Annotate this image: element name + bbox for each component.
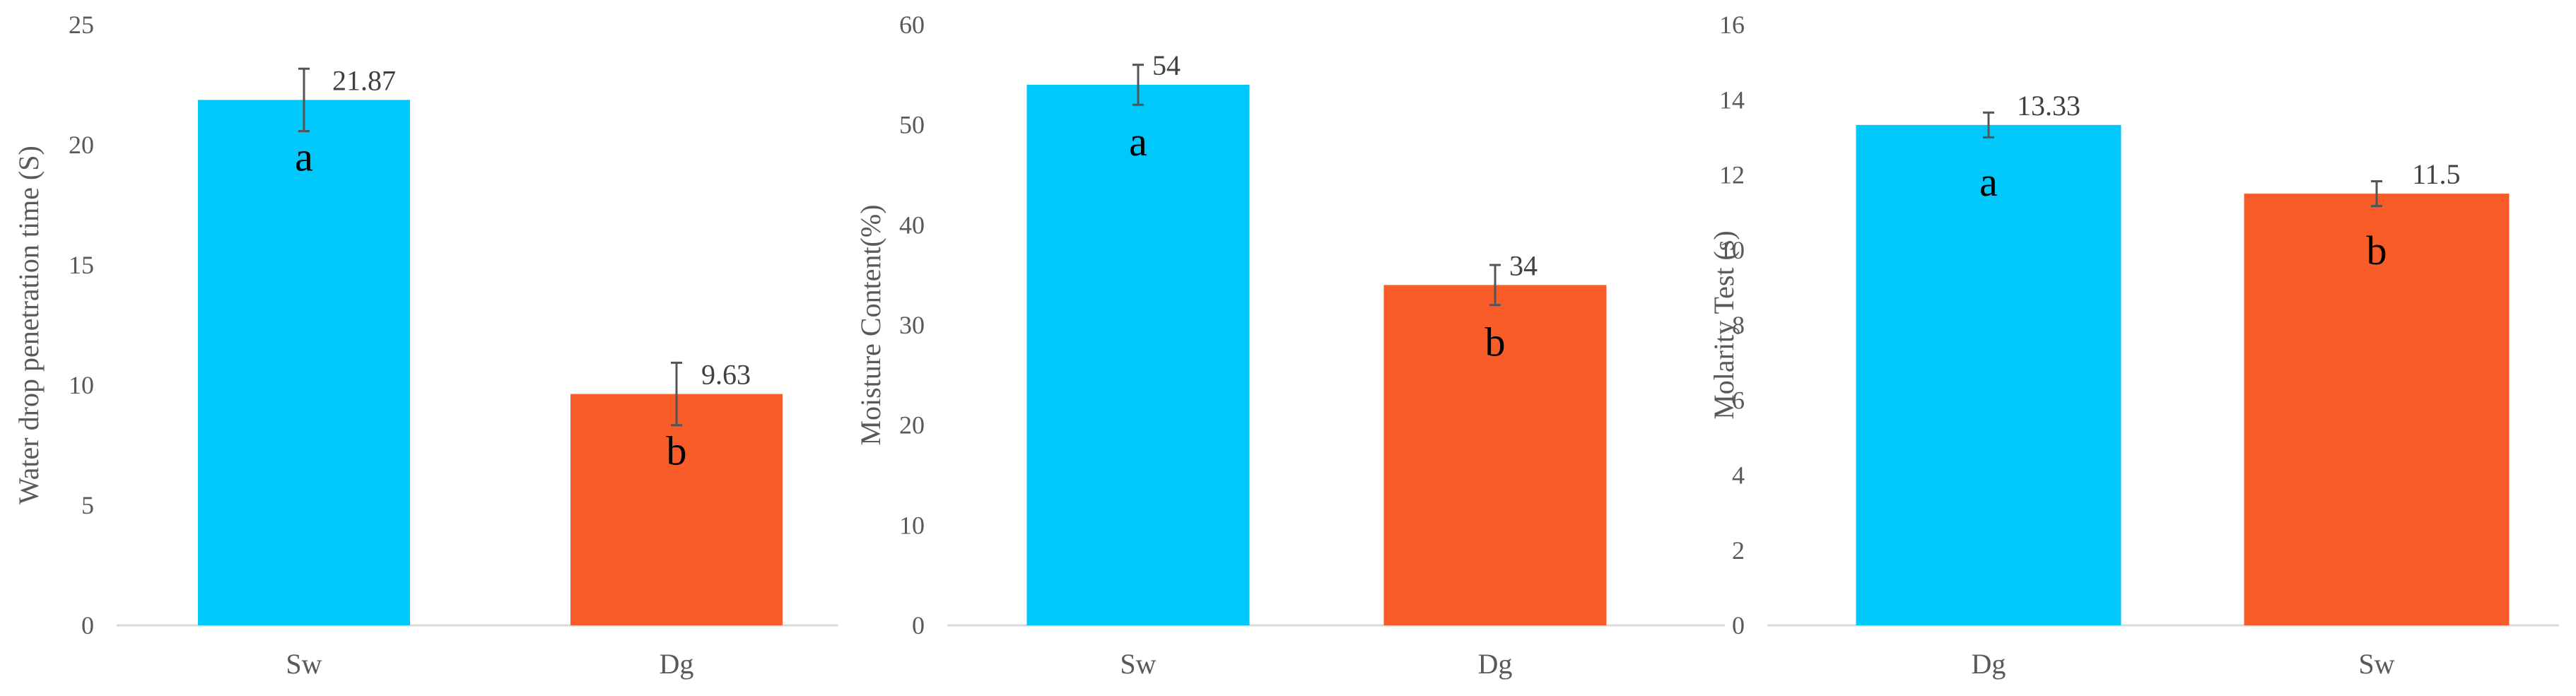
bar-sw bbox=[2244, 194, 2510, 625]
data-label: 9.63 bbox=[701, 359, 751, 391]
bar-sw bbox=[198, 100, 410, 626]
data-label: 13.33 bbox=[2017, 90, 2080, 122]
significance-letter: a bbox=[295, 134, 313, 179]
y-tick-label: 10 bbox=[1719, 236, 1745, 264]
x-category-label: Dg bbox=[1972, 648, 2006, 680]
data-label: 34 bbox=[1509, 249, 1538, 281]
x-category-label: Dg bbox=[1478, 648, 1513, 680]
y-tick-label: 50 bbox=[899, 111, 925, 139]
bar-dg bbox=[1856, 124, 2121, 625]
significance-letter: a bbox=[1979, 159, 1998, 205]
significance-letter: b bbox=[1485, 319, 1506, 365]
x-category-label: Sw bbox=[2358, 648, 2394, 680]
significance-letter: b bbox=[667, 428, 687, 474]
y-tick-label: 10 bbox=[69, 371, 94, 399]
chart-panel-2: 0 10 20 30 40 50 60 Moisture Content(%) 54 a Sw 34 b… bbox=[855, 11, 1725, 680]
chart-panel-1: 0 5 10 15 20 25 Water drop penetration time (S… bbox=[13, 11, 838, 680]
y-tick-label: 14 bbox=[1719, 85, 1745, 114]
y-tick-label: 6 bbox=[1732, 386, 1745, 414]
y-tick-label: 16 bbox=[1719, 11, 1745, 39]
data-label: 21.87 bbox=[332, 64, 396, 96]
y-tick-label: 10 bbox=[899, 511, 925, 539]
significance-letter: b bbox=[2367, 228, 2387, 273]
y-tick-label: 8 bbox=[1732, 311, 1745, 339]
y-tick-label: 0 bbox=[1732, 611, 1745, 639]
y-tick-label: 12 bbox=[1719, 161, 1745, 189]
y-tick-label: 0 bbox=[912, 611, 925, 639]
y-axis-label: Water drop penetration time (S) bbox=[13, 146, 45, 505]
x-category-label: Sw bbox=[286, 648, 322, 680]
y-tick-label: 40 bbox=[899, 211, 925, 239]
data-label: 11.5 bbox=[2412, 158, 2461, 190]
bar-dg bbox=[570, 394, 783, 625]
data-label: 54 bbox=[1152, 49, 1181, 81]
significance-letter: a bbox=[1129, 119, 1147, 165]
y-tick-label: 4 bbox=[1732, 461, 1745, 490]
x-category-label: Sw bbox=[1120, 648, 1156, 680]
chart-panel-3: 0 2 4 6 8 10 12 14 16 Molarity Test (s) 13.33 a Dg 11… bbox=[1708, 11, 2559, 680]
x-category-label: Dg bbox=[660, 648, 694, 680]
y-tick-label: 20 bbox=[69, 131, 94, 159]
y-tick-label: 25 bbox=[69, 11, 94, 39]
bar-dg bbox=[1383, 285, 1607, 625]
y-tick-label: 60 bbox=[899, 11, 925, 39]
y-tick-label: 0 bbox=[81, 611, 94, 639]
y-tick-label: 30 bbox=[899, 311, 925, 339]
y-tick-label: 5 bbox=[81, 491, 94, 519]
y-axis-label: Molarity Test (s) bbox=[1708, 230, 1740, 420]
y-tick-label: 2 bbox=[1732, 536, 1745, 565]
y-tick-label: 15 bbox=[69, 251, 94, 279]
bar-sw bbox=[1026, 85, 1250, 625]
y-tick-label: 20 bbox=[899, 411, 925, 440]
y-axis-label: Moisture Content(%) bbox=[855, 204, 886, 445]
